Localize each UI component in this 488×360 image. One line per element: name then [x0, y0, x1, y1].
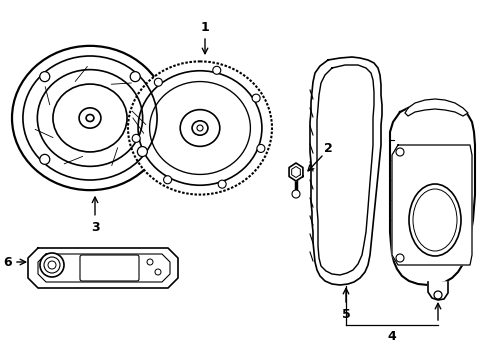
- Circle shape: [130, 72, 140, 82]
- Polygon shape: [389, 103, 474, 285]
- Polygon shape: [309, 57, 381, 285]
- FancyBboxPatch shape: [80, 255, 139, 281]
- Circle shape: [154, 78, 162, 86]
- Circle shape: [132, 134, 140, 142]
- Circle shape: [218, 180, 226, 188]
- Polygon shape: [427, 282, 447, 300]
- Circle shape: [197, 125, 203, 131]
- Polygon shape: [28, 248, 178, 288]
- Polygon shape: [288, 163, 302, 181]
- Circle shape: [40, 253, 64, 277]
- Ellipse shape: [79, 108, 101, 128]
- Circle shape: [137, 147, 147, 157]
- Circle shape: [433, 291, 441, 299]
- Ellipse shape: [12, 46, 168, 190]
- Text: 1: 1: [200, 21, 209, 33]
- Ellipse shape: [128, 62, 271, 195]
- Circle shape: [163, 176, 171, 184]
- Text: 3: 3: [90, 221, 99, 234]
- Ellipse shape: [192, 121, 207, 135]
- Circle shape: [252, 94, 260, 102]
- Text: 4: 4: [387, 330, 396, 343]
- Circle shape: [256, 144, 264, 152]
- Circle shape: [395, 148, 403, 156]
- Text: 6: 6: [4, 256, 12, 269]
- Ellipse shape: [408, 184, 460, 256]
- Circle shape: [212, 66, 220, 74]
- Circle shape: [395, 254, 403, 262]
- Circle shape: [40, 154, 50, 165]
- Ellipse shape: [86, 114, 94, 122]
- Polygon shape: [391, 145, 471, 265]
- Circle shape: [40, 72, 50, 82]
- Polygon shape: [404, 99, 467, 116]
- Text: 5: 5: [341, 309, 350, 321]
- Text: 2: 2: [323, 141, 332, 154]
- Circle shape: [291, 190, 299, 198]
